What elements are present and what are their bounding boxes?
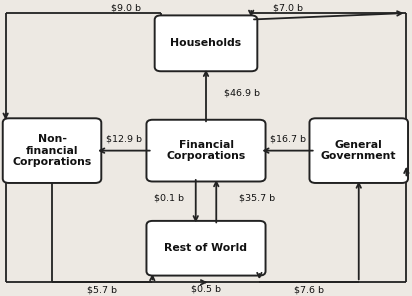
Text: Households: Households (171, 38, 241, 48)
Text: $9.0 b: $9.0 b (111, 3, 141, 12)
Text: Financial
Corporations: Financial Corporations (166, 140, 246, 161)
Text: $7.0 b: $7.0 b (273, 3, 303, 12)
Text: General
Government: General Government (321, 140, 396, 161)
FancyBboxPatch shape (146, 221, 266, 276)
FancyBboxPatch shape (309, 118, 408, 183)
Text: $0.5 b: $0.5 b (191, 284, 221, 293)
Text: $16.7 b: $16.7 b (269, 135, 306, 144)
FancyBboxPatch shape (3, 118, 101, 183)
FancyBboxPatch shape (154, 15, 258, 71)
Text: $5.7 b: $5.7 b (87, 285, 117, 294)
Text: Rest of World: Rest of World (164, 243, 248, 253)
Text: Non-
financial
Corporations: Non- financial Corporations (12, 134, 91, 167)
Text: $7.6 b: $7.6 b (294, 285, 324, 294)
Text: $35.7 b: $35.7 b (239, 194, 275, 203)
FancyBboxPatch shape (146, 120, 266, 181)
Text: $12.9 b: $12.9 b (106, 135, 142, 144)
Text: $46.9 b: $46.9 b (225, 88, 260, 97)
Text: $0.1 b: $0.1 b (154, 194, 184, 203)
